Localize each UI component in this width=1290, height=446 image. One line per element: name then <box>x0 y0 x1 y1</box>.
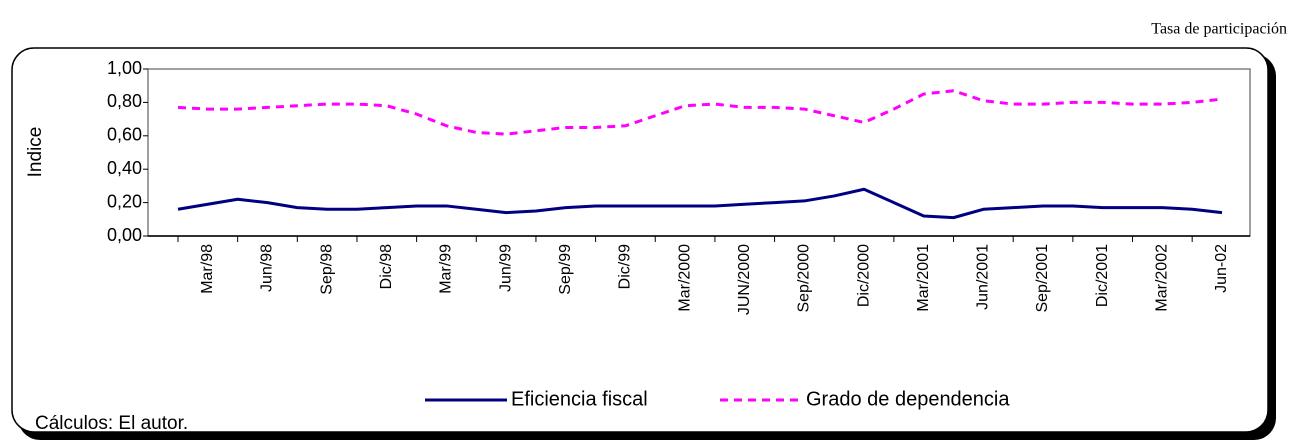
legend-label: Eficiencia fiscal <box>511 388 648 410</box>
y-tick-label: 0,00 <box>107 225 142 245</box>
y-axis-title: Indice <box>25 127 46 178</box>
x-tick-label: Mar/2000 <box>676 244 693 312</box>
x-tick-label: Mar/2002 <box>1154 244 1171 312</box>
header-note: Tasa de participación <box>1151 21 1287 38</box>
y-tick-label: 0,80 <box>107 91 142 111</box>
legend-label: Grado de dependencia <box>806 388 1010 410</box>
x-tick-label: Dic/98 <box>378 244 395 289</box>
series-line <box>177 187 1223 220</box>
frame <box>11 47 1269 433</box>
y-tick-label: 0,60 <box>107 125 142 145</box>
x-tick-label: Mar/2001 <box>915 244 932 312</box>
x-tick-label: JUN/2000 <box>736 244 753 315</box>
x-tick-label: Dic/99 <box>617 244 634 289</box>
x-tick-label: Sep/2001 <box>1034 244 1051 313</box>
y-tick-label: 0,40 <box>107 158 142 178</box>
x-tick-label: Jun/99 <box>497 244 514 292</box>
x-tick-label: Jun-02 <box>1213 244 1230 293</box>
series-line <box>177 89 1223 136</box>
x-tick-label: Mar/99 <box>438 244 455 294</box>
x-tick-label: Sep/2000 <box>796 244 813 313</box>
x-tick-label: Sep/98 <box>318 244 335 295</box>
x-tick-label: Dic/2001 <box>1094 244 1111 307</box>
x-tick-label: Dic/2000 <box>855 244 872 307</box>
y-tick-label: 1,00 <box>107 58 142 78</box>
x-tick-label: Jun/98 <box>259 244 276 292</box>
source-note: Cálculos: El autor. <box>35 413 188 434</box>
x-tick-label: Jun/2001 <box>975 244 992 310</box>
y-tick-label: 0,20 <box>107 191 142 211</box>
x-tick-label: Sep/99 <box>557 244 574 295</box>
x-tick-label: Mar/98 <box>199 244 216 294</box>
